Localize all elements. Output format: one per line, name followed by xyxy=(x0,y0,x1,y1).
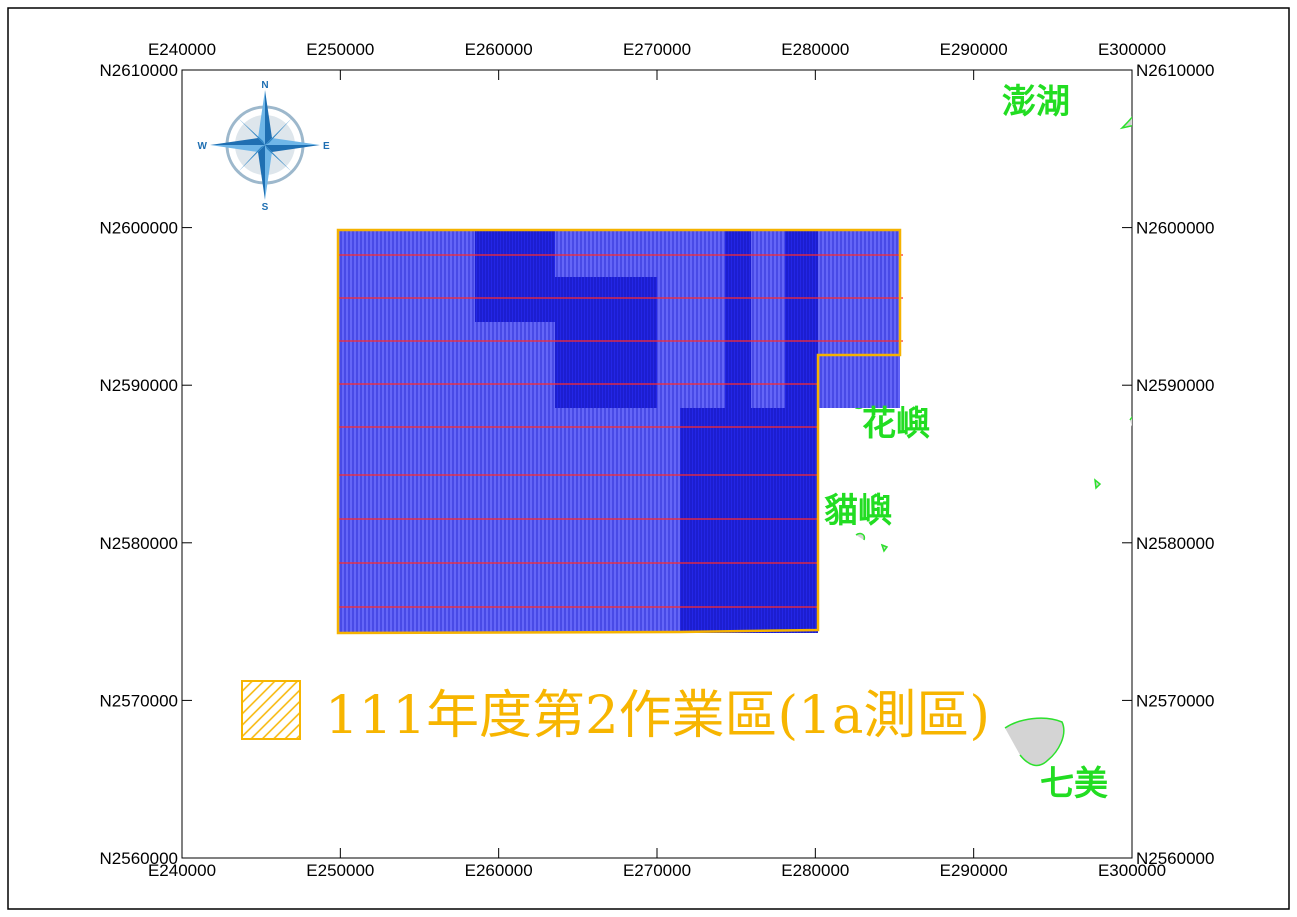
survey-block-dense xyxy=(785,230,818,408)
compass-east-label: E xyxy=(323,141,330,152)
compass-south-label: S xyxy=(262,202,269,213)
y-tick-label-left: N2580000 xyxy=(100,534,178,553)
axis-labels: E240000 E240000 E250000 E250000 E260000 E2600… xyxy=(100,40,1215,880)
place-label-qimei: 七美 xyxy=(1040,764,1108,804)
survey-block-dense xyxy=(475,230,555,322)
x-tick-label-bottom: E270000 xyxy=(623,861,691,880)
x-tick-label-bottom: E300000 xyxy=(1098,861,1166,880)
y-tick-label-right: N2580000 xyxy=(1136,534,1214,553)
axis-ticks xyxy=(181,69,1133,859)
x-tick-label-top: E300000 xyxy=(1098,40,1166,59)
legend: 111年度第2作業區(1a測區) xyxy=(241,680,990,746)
compass-north-label: N xyxy=(261,80,268,91)
maoyu-islet-shape xyxy=(880,543,889,553)
x-tick-label-bottom: E240000 xyxy=(148,861,216,880)
x-tick-label-top: E260000 xyxy=(465,40,533,59)
survey-block xyxy=(818,230,900,355)
x-tick-label-bottom: E280000 xyxy=(781,861,849,880)
x-tick-label-top: E280000 xyxy=(781,40,849,59)
survey-block xyxy=(338,408,680,633)
x-tick-label-top: E290000 xyxy=(940,40,1008,59)
place-label-huayu: 花嶼 xyxy=(862,404,930,444)
survey-block-dense xyxy=(555,277,657,408)
track-lines xyxy=(338,254,903,608)
islet-shape xyxy=(1155,625,1165,636)
penghu-islet-shape xyxy=(1163,237,1215,256)
penghu-island-shape xyxy=(1150,17,1185,32)
outer-border xyxy=(7,7,1290,910)
legend-label: 111年度第2作業區(1a測區) xyxy=(325,686,990,746)
qimei-island-shape xyxy=(1004,717,1065,767)
survey-block-dense xyxy=(725,230,751,408)
x-tick-label-bottom: E290000 xyxy=(940,861,1008,880)
maoyu-islet-shape xyxy=(855,532,866,541)
penghu-island-shape xyxy=(1119,116,1132,130)
y-tick-label-left: N2560000 xyxy=(100,849,178,868)
y-tick-label-right: N2610000 xyxy=(1136,61,1214,80)
penghu-islet-shape xyxy=(1215,145,1241,179)
y-tick-label-left: N2600000 xyxy=(100,219,178,238)
penghu-islet-shape xyxy=(1240,105,1248,125)
compass-rose-icon: N S E W xyxy=(198,80,330,213)
x-tick-label-top: E250000 xyxy=(306,40,374,59)
islet-shape xyxy=(1094,478,1102,490)
survey-block-dense xyxy=(680,408,818,633)
y-tick-label-left: N2610000 xyxy=(100,61,178,80)
y-tick-label-left: N2590000 xyxy=(100,376,178,395)
islet-shape xyxy=(1129,416,1132,427)
place-labels: 澎湖 花嶼 貓嶼 七美 xyxy=(824,82,1108,804)
x-tick-label-top: E270000 xyxy=(623,40,691,59)
x-tick-label-bottom: E260000 xyxy=(465,861,533,880)
survey-area xyxy=(336,228,903,635)
y-tick-label-right: N2590000 xyxy=(1136,376,1214,395)
y-tick-label-right: N2560000 xyxy=(1136,849,1214,868)
hatched-box-icon xyxy=(241,680,301,740)
place-label-maoyu: 貓嶼 xyxy=(824,491,892,531)
y-tick-label-right: N2600000 xyxy=(1136,219,1214,238)
compass-west-label: W xyxy=(198,141,208,152)
y-tick-label-right: N2570000 xyxy=(1136,691,1214,710)
x-tick-label-top: E240000 xyxy=(148,40,216,59)
y-tick-label-left: N2570000 xyxy=(100,691,178,710)
place-label-penghu: 澎湖 xyxy=(1002,82,1070,122)
islet-shape xyxy=(1172,642,1182,660)
x-tick-label-bottom: E250000 xyxy=(306,861,374,880)
survey-boundary xyxy=(336,228,902,635)
